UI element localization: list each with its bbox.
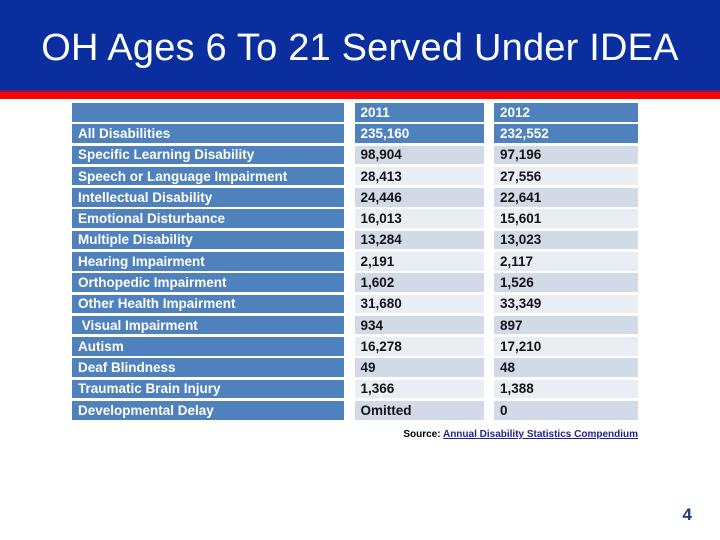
row-label-cell: Traumatic Brain Injury (72, 379, 344, 399)
row-label-cell: Emotional Disturbance (72, 209, 344, 228)
value-cell-2012: 48 (494, 358, 638, 377)
accent-stripe (0, 90, 720, 99)
total-row-label: All Disabilities (72, 124, 344, 143)
slide-title: OH Ages 6 To 21 Served Under IDEA (41, 26, 679, 69)
row-label-cell: Developmental Delay (72, 400, 344, 420)
value-cell-2011: 934 (354, 315, 484, 335)
disability-data-table: 2011 2012 All Disabilities 235,160 232,5… (72, 103, 638, 420)
total-value-2011: 235,160 (354, 124, 484, 143)
row-label-cell: Hearing Impairment (72, 251, 344, 271)
value-cell-2012: 1,526 (494, 273, 638, 292)
value-cell-2012: 2,117 (494, 251, 638, 271)
source-prefix: Source: (403, 429, 443, 440)
source-line: Source: Annual Disability Statistics Com… (403, 429, 638, 440)
value-cell-2011: 2,191 (354, 251, 484, 271)
row-label-cell: Autism (72, 337, 344, 356)
value-cell-2011: 1,602 (354, 273, 484, 292)
value-cell-2012: 0 (494, 400, 638, 420)
total-value-2012: 232,552 (494, 124, 638, 143)
value-cell-2011: 31,680 (354, 294, 484, 314)
value-cell-2011: 49 (354, 358, 484, 377)
value-cell-2011: 28,413 (354, 166, 484, 186)
header-cell-2012: 2012 (494, 103, 638, 122)
source-link[interactable]: Annual Disability Statistics Compendium (442, 429, 638, 440)
value-cell-2012: 13,023 (494, 230, 638, 250)
row-label-cell: Specific Learning Disability (72, 145, 344, 165)
value-cell-2012: 22,641 (494, 188, 638, 207)
row-label-cell: Multiple Disability (72, 230, 344, 250)
value-cell-2012: 15,601 (494, 209, 638, 228)
value-cell-2012: 33,349 (494, 294, 638, 314)
value-cell-2012: 897 (494, 315, 638, 335)
value-cell-2011: 13,284 (354, 230, 484, 250)
slide-title-band: OH Ages 6 To 21 Served Under IDEA (0, 0, 720, 90)
value-cell-2011: Omitted (354, 400, 484, 420)
row-label-cell: Speech or Language Impairment (72, 166, 344, 186)
value-cell-2012: 17,210 (494, 337, 638, 356)
value-cell-2011: 98,904 (354, 145, 484, 165)
page-number: 4 (682, 505, 692, 524)
value-cell-2011: 24,446 (354, 188, 484, 207)
row-label-cell: Intellectual Disability (72, 188, 344, 207)
value-cell-2012: 1,388 (494, 379, 638, 399)
header-cell-2011: 2011 (354, 103, 484, 122)
value-cell-2011: 16,013 (354, 209, 484, 228)
value-cell-2012: 97,196 (494, 145, 638, 165)
value-cell-2011: 16,278 (354, 337, 484, 356)
header-cell-category (72, 103, 344, 122)
row-label-cell: Deaf Blindness (72, 358, 344, 377)
row-label-cell: Visual Impairment (72, 315, 344, 335)
row-label-cell: Other Health Impairment (72, 294, 344, 314)
row-label-cell: Orthopedic Impairment (72, 273, 344, 292)
value-cell-2011: 1,366 (354, 379, 484, 399)
value-cell-2012: 27,556 (494, 166, 638, 186)
